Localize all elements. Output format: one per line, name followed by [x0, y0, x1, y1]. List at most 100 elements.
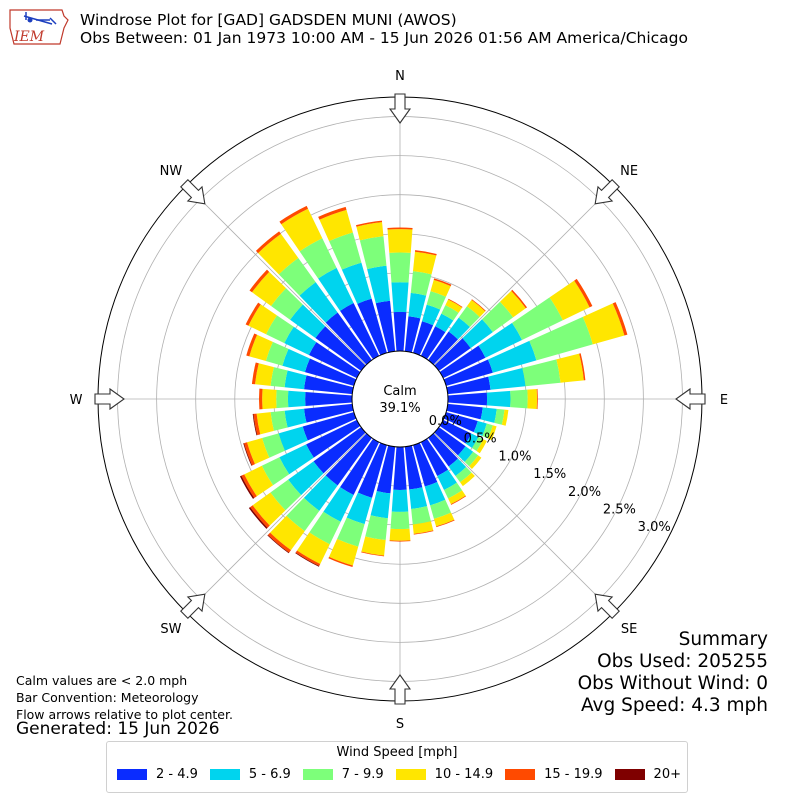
iem-logo: IEM	[6, 6, 70, 52]
windrose-bar	[325, 312, 372, 365]
legend: Wind Speed [mph] 2 - 4.9 5 - 6.9 7 - 9.9 10…	[106, 741, 688, 793]
windrose-bar	[249, 334, 273, 362]
windrose-bar	[433, 278, 452, 287]
windrose-bar	[270, 515, 305, 551]
windrose-bar	[404, 316, 421, 353]
windrose-bar	[434, 338, 471, 371]
windrose-bar	[527, 388, 538, 410]
windrose-bar	[412, 521, 434, 534]
windrose-bar	[420, 326, 446, 360]
windrose-bar	[328, 556, 353, 568]
windrose-bar	[329, 539, 359, 566]
windrose-bar	[466, 299, 486, 317]
windrose-bar	[356, 222, 384, 241]
windrose-bar	[387, 227, 413, 230]
windrose-bar	[340, 303, 380, 360]
calm-note: Calm values are < 2.0 mph	[16, 673, 188, 688]
windrose-bar	[574, 278, 593, 308]
windrose-bar	[256, 412, 274, 435]
windrose-bar	[511, 289, 528, 309]
windrose-bar	[337, 517, 365, 547]
windrose-bar	[359, 236, 387, 270]
windrose-bar	[290, 304, 326, 339]
windrose-bar	[270, 479, 302, 511]
direction-label: SE	[621, 622, 637, 637]
windrose-bar	[270, 410, 288, 431]
windrose-bar	[389, 252, 411, 283]
windrose-bar	[482, 301, 514, 333]
windrose-bar	[262, 388, 277, 410]
windrose-bar	[304, 358, 357, 386]
generated-date: Generated: 15 Jun 2026	[16, 719, 220, 739]
windrose-bar	[239, 475, 255, 499]
windrose-bar	[582, 303, 625, 345]
windrose-bar	[365, 515, 388, 541]
windrose-bar	[448, 317, 470, 340]
windrose-bar	[439, 419, 472, 444]
windrose-bar	[478, 322, 523, 358]
windrose-bar	[522, 359, 561, 387]
windrose-bar	[441, 305, 459, 321]
windrose-bar	[446, 376, 491, 395]
windrose-bar	[252, 271, 287, 307]
windrose-bar	[424, 481, 446, 506]
obs-used: Obs Used: 205255	[597, 651, 768, 672]
windrose-bar	[462, 319, 493, 349]
windrose-bar	[413, 321, 434, 356]
windrose-bar	[258, 233, 299, 275]
radial-gridline	[433, 185, 614, 366]
notes-block: Calm values are < 2.0 mph Bar Convention…	[16, 672, 233, 723]
windrose-bar	[361, 551, 385, 557]
windrose-bar	[413, 442, 438, 487]
windrose-bar	[304, 375, 354, 395]
windrose-bar	[448, 298, 463, 308]
windrose-bar	[325, 433, 372, 486]
windrose-bar	[357, 298, 387, 356]
radial-gridline	[186, 185, 367, 366]
windrose-bar	[460, 472, 475, 487]
windrose-bar	[271, 288, 303, 320]
windrose-bar	[243, 443, 253, 466]
windrose-bar	[443, 412, 478, 433]
windrose-bar	[287, 390, 306, 408]
windrose-bar	[295, 552, 320, 567]
windrose-bar	[447, 392, 488, 406]
windrose-bar	[433, 512, 455, 527]
legend-label: 10 - 14.9	[434, 767, 494, 782]
windrose-bar	[249, 269, 270, 293]
radial-tick-label: 1.0%	[498, 449, 531, 464]
windrose-bar	[391, 282, 409, 313]
windrose-bar	[556, 353, 584, 383]
windrose-bar	[370, 490, 391, 519]
windrose-bar	[387, 229, 413, 253]
legend-swatch	[614, 769, 645, 780]
windrose-bar	[306, 419, 361, 458]
windrose-bar	[435, 313, 454, 333]
windrose-bar	[443, 359, 493, 386]
windrose-bar	[302, 412, 357, 441]
windrose-bar	[284, 408, 307, 428]
windrose-bar	[341, 262, 372, 304]
direction-label: SW	[160, 622, 181, 637]
windrose-bar	[436, 519, 455, 528]
radial-gridline	[433, 432, 614, 613]
flow-arrow-icon	[180, 179, 206, 205]
windrose-bar	[486, 390, 511, 408]
direction-label: NE	[620, 164, 638, 179]
windrose-bar	[318, 206, 347, 220]
windrose-bar	[279, 205, 309, 225]
windrose-bar	[480, 407, 497, 423]
windrose-bar	[448, 490, 466, 505]
direction-label: S	[396, 717, 404, 732]
windrose-bar	[252, 492, 286, 526]
windrose-bar	[295, 550, 321, 567]
legend-item: 20+	[614, 767, 681, 782]
windrose-bar	[297, 532, 330, 564]
flow-arrow-icon	[675, 387, 706, 411]
legend-label: 2 - 4.9	[156, 767, 198, 782]
windrose-bar	[267, 534, 290, 554]
windrose-bar	[361, 536, 386, 556]
flow-arrow-icon	[594, 179, 620, 205]
summary-title: Summary	[678, 629, 768, 650]
